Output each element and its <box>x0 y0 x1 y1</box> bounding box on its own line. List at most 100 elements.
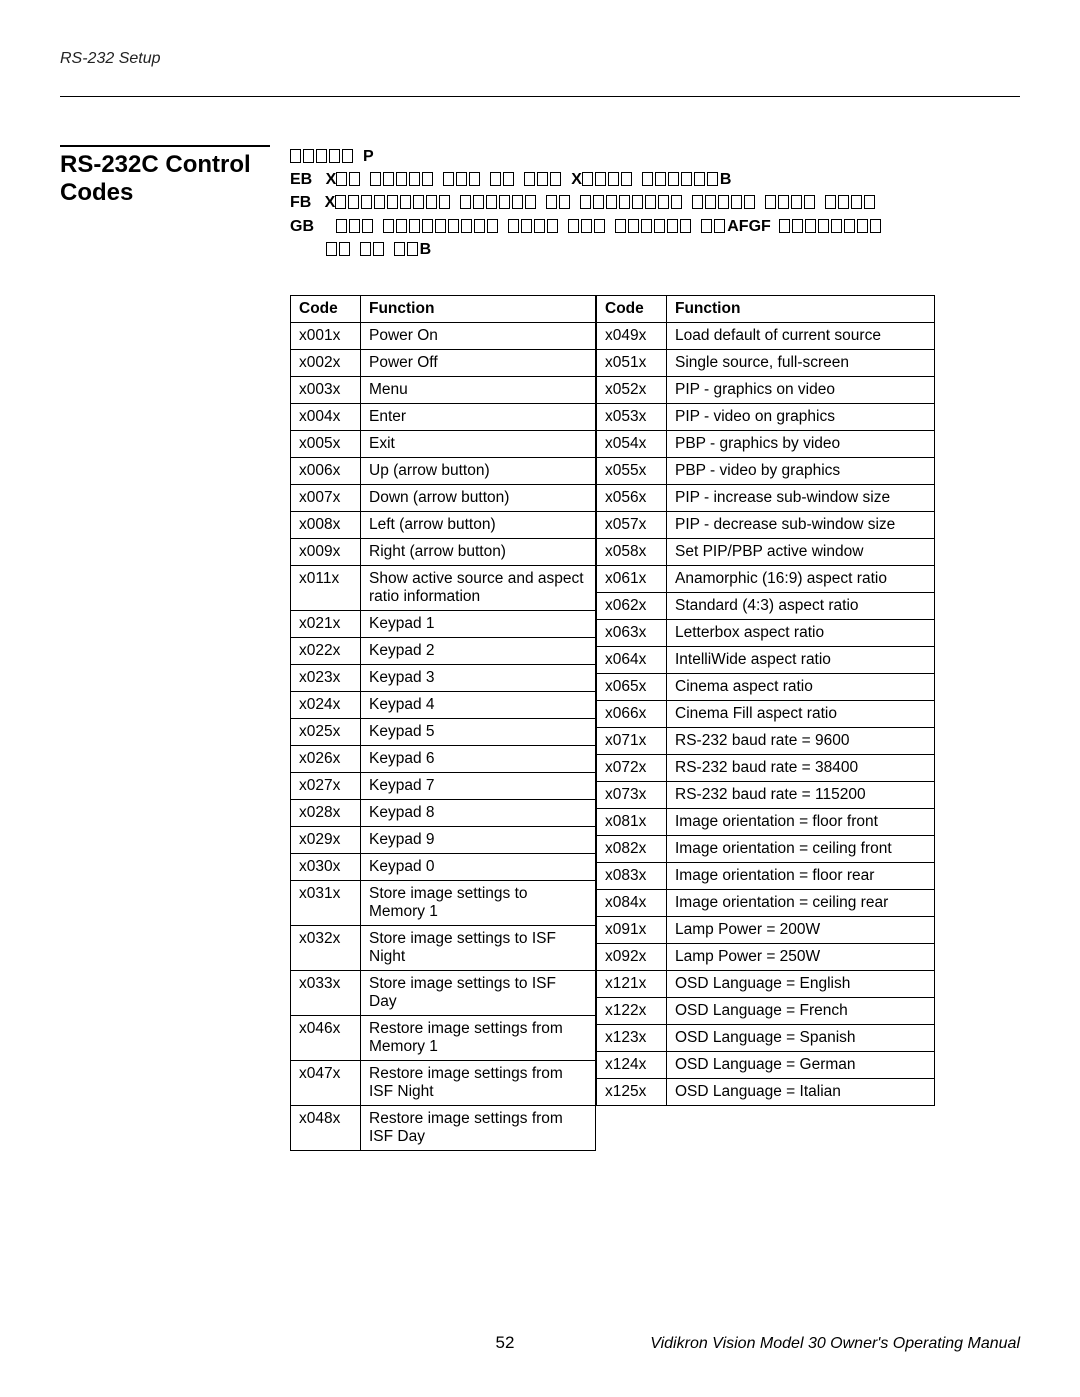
code-cell: x031x <box>291 880 361 925</box>
code-cell: x123x <box>597 1024 667 1051</box>
function-cell: Keypad 3 <box>361 664 596 691</box>
function-cell: Set PIP/PBP active window <box>667 538 935 565</box>
table-row: x033xStore image settings to ISF Day <box>291 970 596 1015</box>
function-cell: Exit <box>361 430 596 457</box>
function-cell: OSD Language = Spanish <box>667 1024 935 1051</box>
code-cell: x047x <box>291 1060 361 1105</box>
table-row: x125xOSD Language = Italian <box>597 1078 935 1105</box>
table-row: x027xKeypad 7 <box>291 772 596 799</box>
code-cell: x032x <box>291 925 361 970</box>
code-cell: x054x <box>597 430 667 457</box>
table-row: x025xKeypad 5 <box>291 718 596 745</box>
function-cell: Anamorphic (16:9) aspect ratio <box>667 565 935 592</box>
table-row: x053xPIP - video on graphics <box>597 403 935 430</box>
table-row: x092xLamp Power = 250W <box>597 943 935 970</box>
code-cell: x029x <box>291 826 361 853</box>
function-cell: IntelliWide aspect ratio <box>667 646 935 673</box>
function-cell: OSD Language = German <box>667 1051 935 1078</box>
table-row: x031xStore image settings to Memory 1 <box>291 880 596 925</box>
function-cell: OSD Language = French <box>667 997 935 1024</box>
function-cell: PIP - graphics on video <box>667 376 935 403</box>
code-cell: x048x <box>291 1105 361 1150</box>
running-header: RS-232 Setup <box>60 50 1020 68</box>
table-row: x057xPIP - decrease sub-window size <box>597 511 935 538</box>
table-row: x063xLetterbox aspect ratio <box>597 619 935 646</box>
table-row: x028xKeypad 8 <box>291 799 596 826</box>
function-cell: Keypad 8 <box>361 799 596 826</box>
table-row: x072xRS-232 baud rate = 38400 <box>597 754 935 781</box>
function-cell: Cinema aspect ratio <box>667 673 935 700</box>
code-cell: x051x <box>597 349 667 376</box>
table-row: x123xOSD Language = Spanish <box>597 1024 935 1051</box>
code-cell: x005x <box>291 430 361 457</box>
function-cell: Store image settings to Memory 1 <box>361 880 596 925</box>
function-cell: Keypad 9 <box>361 826 596 853</box>
table-row: x051xSingle source, full-screen <box>597 349 935 376</box>
function-cell: Keypad 2 <box>361 637 596 664</box>
code-cell: x082x <box>597 835 667 862</box>
table-row: x064xIntelliWide aspect ratio <box>597 646 935 673</box>
function-cell: Keypad 4 <box>361 691 596 718</box>
code-cell: x049x <box>597 322 667 349</box>
code-cell: x033x <box>291 970 361 1015</box>
table-row: x046xRestore image settings from Memory … <box>291 1015 596 1060</box>
code-cell: x011x <box>291 565 361 610</box>
code-cell: x063x <box>597 619 667 646</box>
table-row: x083xImage orientation = floor rear <box>597 862 935 889</box>
code-cell: x122x <box>597 997 667 1024</box>
code-cell: x006x <box>291 457 361 484</box>
table-row: x062xStandard (4:3) aspect ratio <box>597 592 935 619</box>
table-row: x052xPIP - graphics on video <box>597 376 935 403</box>
manual-title: Vidikron Vision Model 30 Owner's Operati… <box>650 1335 1020 1353</box>
table-row: x055xPBP - video by graphics <box>597 457 935 484</box>
table-row: x006xUp (arrow button) <box>291 457 596 484</box>
function-cell: Keypad 6 <box>361 745 596 772</box>
table-row: x066xCinema Fill aspect ratio <box>597 700 935 727</box>
code-cell: x026x <box>291 745 361 772</box>
codes-table-right: Code Function x049xLoad default of curre… <box>596 295 935 1106</box>
section-title-line1: RS-232C Control <box>60 151 251 178</box>
table-header-row: Code Function <box>597 295 935 322</box>
table-row: x049xLoad default of current source <box>597 322 935 349</box>
code-cell: x027x <box>291 772 361 799</box>
code-cell: x028x <box>291 799 361 826</box>
table-row: x003xMenu <box>291 376 596 403</box>
code-cell: x025x <box>291 718 361 745</box>
code-cell: x003x <box>291 376 361 403</box>
table-row: x082xImage orientation = ceiling front <box>597 835 935 862</box>
section-rule <box>60 145 270 147</box>
function-cell: Single source, full-screen <box>667 349 935 376</box>
code-cell: x072x <box>597 754 667 781</box>
code-cell: x021x <box>291 610 361 637</box>
table-row: x061xAnamorphic (16:9) aspect ratio <box>597 565 935 592</box>
table-row: x008xLeft (arrow button) <box>291 511 596 538</box>
function-cell: Lamp Power = 250W <box>667 943 935 970</box>
function-cell: Image orientation = ceiling front <box>667 835 935 862</box>
table-row: x007xDown (arrow button) <box>291 484 596 511</box>
table-row: x122xOSD Language = French <box>597 997 935 1024</box>
col-header-code: Code <box>597 295 667 322</box>
function-cell: Keypad 7 <box>361 772 596 799</box>
function-cell: Cinema Fill aspect ratio <box>667 700 935 727</box>
function-cell: PBP - video by graphics <box>667 457 935 484</box>
notes-block: PEB XXBFB XGB AFGF B <box>290 145 1020 261</box>
code-cell: x092x <box>597 943 667 970</box>
code-cell: x024x <box>291 691 361 718</box>
function-cell: Image orientation = floor rear <box>667 862 935 889</box>
code-cell: x053x <box>597 403 667 430</box>
function-cell: PBP - graphics by video <box>667 430 935 457</box>
code-cell: x057x <box>597 511 667 538</box>
function-cell: Enter <box>361 403 596 430</box>
code-cell: x022x <box>291 637 361 664</box>
table-row: x073xRS-232 baud rate = 115200 <box>597 781 935 808</box>
code-cell: x061x <box>597 565 667 592</box>
table-row: x021xKeypad 1 <box>291 610 596 637</box>
code-cell: x073x <box>597 781 667 808</box>
table-row: x032xStore image settings to ISF Night <box>291 925 596 970</box>
table-row: x056xPIP - increase sub-window size <box>597 484 935 511</box>
function-cell: Lamp Power = 200W <box>667 916 935 943</box>
function-cell: Image orientation = floor front <box>667 808 935 835</box>
code-cell: x023x <box>291 664 361 691</box>
code-cell: x064x <box>597 646 667 673</box>
header-rule <box>60 96 1020 97</box>
